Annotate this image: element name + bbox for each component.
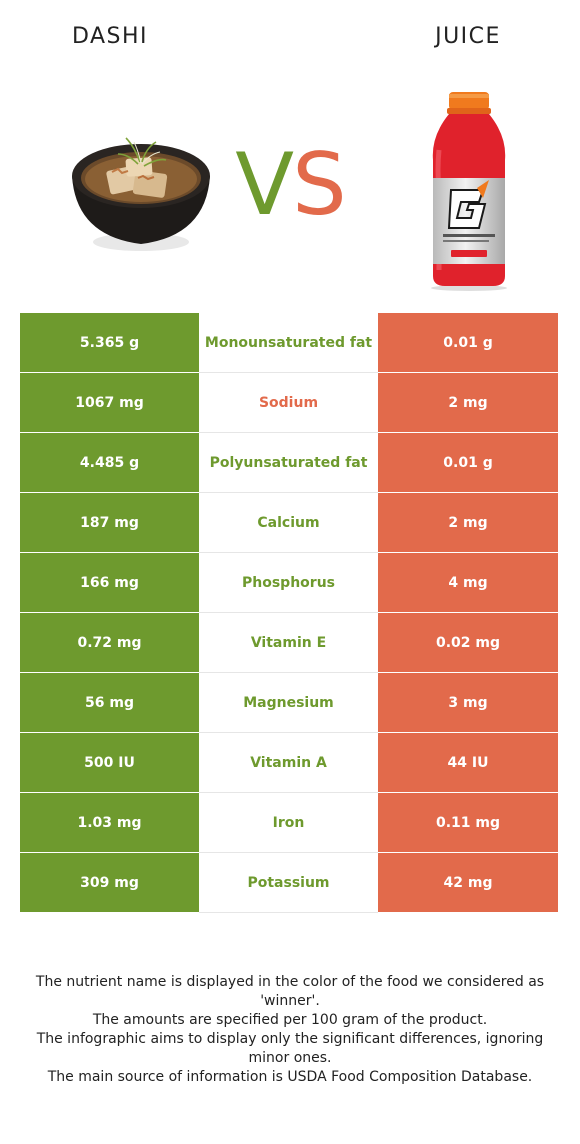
- table-row: 1.03 mg Iron 0.11 mg: [20, 793, 558, 853]
- dashi-value-cell: 5.365 g: [20, 313, 199, 372]
- juice-value-cell: 42 mg: [378, 853, 558, 912]
- comparison-table: 5.365 g Monounsaturated fat 0.01 g 1067 mg S…: [20, 313, 558, 913]
- table-row: 500 IU Vitamin A 44 IU: [20, 733, 558, 793]
- dashi-value-cell: 4.485 g: [20, 433, 199, 492]
- juice-value-cell: 2 mg: [378, 493, 558, 552]
- juice-value-cell: 0.11 mg: [378, 793, 558, 852]
- dashi-value-cell: 166 mg: [20, 553, 199, 612]
- dashi-value-cell: 0.72 mg: [20, 613, 199, 672]
- juice-value-cell: 0.01 g: [378, 433, 558, 492]
- juice-value-cell: 4 mg: [378, 553, 558, 612]
- nutrient-name-cell: Vitamin E: [199, 613, 378, 673]
- dashi-value-cell: 56 mg: [20, 673, 199, 732]
- table-row: 1067 mg Sodium 2 mg: [20, 373, 558, 433]
- footer-line: The amounts are specified per 100 gram o…: [92, 1012, 488, 1028]
- table-row: 4.485 g Polyunsaturated fat 0.01 g: [20, 433, 558, 493]
- table-row: 56 mg Magnesium 3 mg: [20, 673, 558, 733]
- table-row: 187 mg Calcium 2 mg: [20, 493, 558, 553]
- nutrient-name-cell: Vitamin A: [199, 733, 378, 793]
- nutrient-name-cell: Iron: [199, 793, 378, 853]
- juice-value-cell: 3 mg: [378, 673, 558, 732]
- vs-letter-s: S: [292, 135, 347, 235]
- footer-line: The nutrient name is displayed in the co…: [35, 974, 545, 1009]
- nutrient-name-cell: Phosphorus: [199, 553, 378, 613]
- nutrient-name-cell: Potassium: [199, 853, 378, 913]
- table-row: 166 mg Phosphorus 4 mg: [20, 553, 558, 613]
- left-food-title: DASHI: [71, 24, 149, 49]
- dashi-value-cell: 500 IU: [20, 733, 199, 792]
- footer-line: The main source of information is USDA F…: [47, 1069, 533, 1085]
- juice-bottle-image: [431, 92, 507, 291]
- dashi-value-cell: 309 mg: [20, 853, 199, 912]
- nutrient-name-cell: Calcium: [199, 493, 378, 553]
- juice-value-cell: 2 mg: [378, 373, 558, 432]
- table-row: 5.365 g Monounsaturated fat 0.01 g: [20, 313, 558, 373]
- dashi-value-cell: 187 mg: [20, 493, 199, 552]
- juice-value-cell: 0.02 mg: [378, 613, 558, 672]
- dashi-value-cell: 1067 mg: [20, 373, 199, 432]
- table-row: 309 mg Potassium 42 mg: [20, 853, 558, 913]
- nutrient-name-cell: Magnesium: [199, 673, 378, 733]
- versus-label: VS: [222, 140, 358, 230]
- vs-letter-v: V: [235, 135, 294, 235]
- right-food-title: JUICE: [435, 24, 501, 49]
- nutrient-name-cell: Sodium: [199, 373, 378, 433]
- nutrient-name-cell: Polyunsaturated fat: [199, 433, 378, 493]
- juice-value-cell: 0.01 g: [378, 313, 558, 372]
- footer-notes: The nutrient name is displayed in the co…: [15, 973, 565, 1087]
- dashi-value-cell: 1.03 mg: [20, 793, 199, 852]
- juice-value-cell: 44 IU: [378, 733, 558, 792]
- nutrient-name-cell: Monounsaturated fat: [199, 313, 378, 373]
- dashi-bowl-image: [72, 137, 210, 251]
- table-row: 0.72 mg Vitamin E 0.02 mg: [20, 613, 558, 673]
- footer-line: The infographic aims to display only the…: [36, 1031, 544, 1066]
